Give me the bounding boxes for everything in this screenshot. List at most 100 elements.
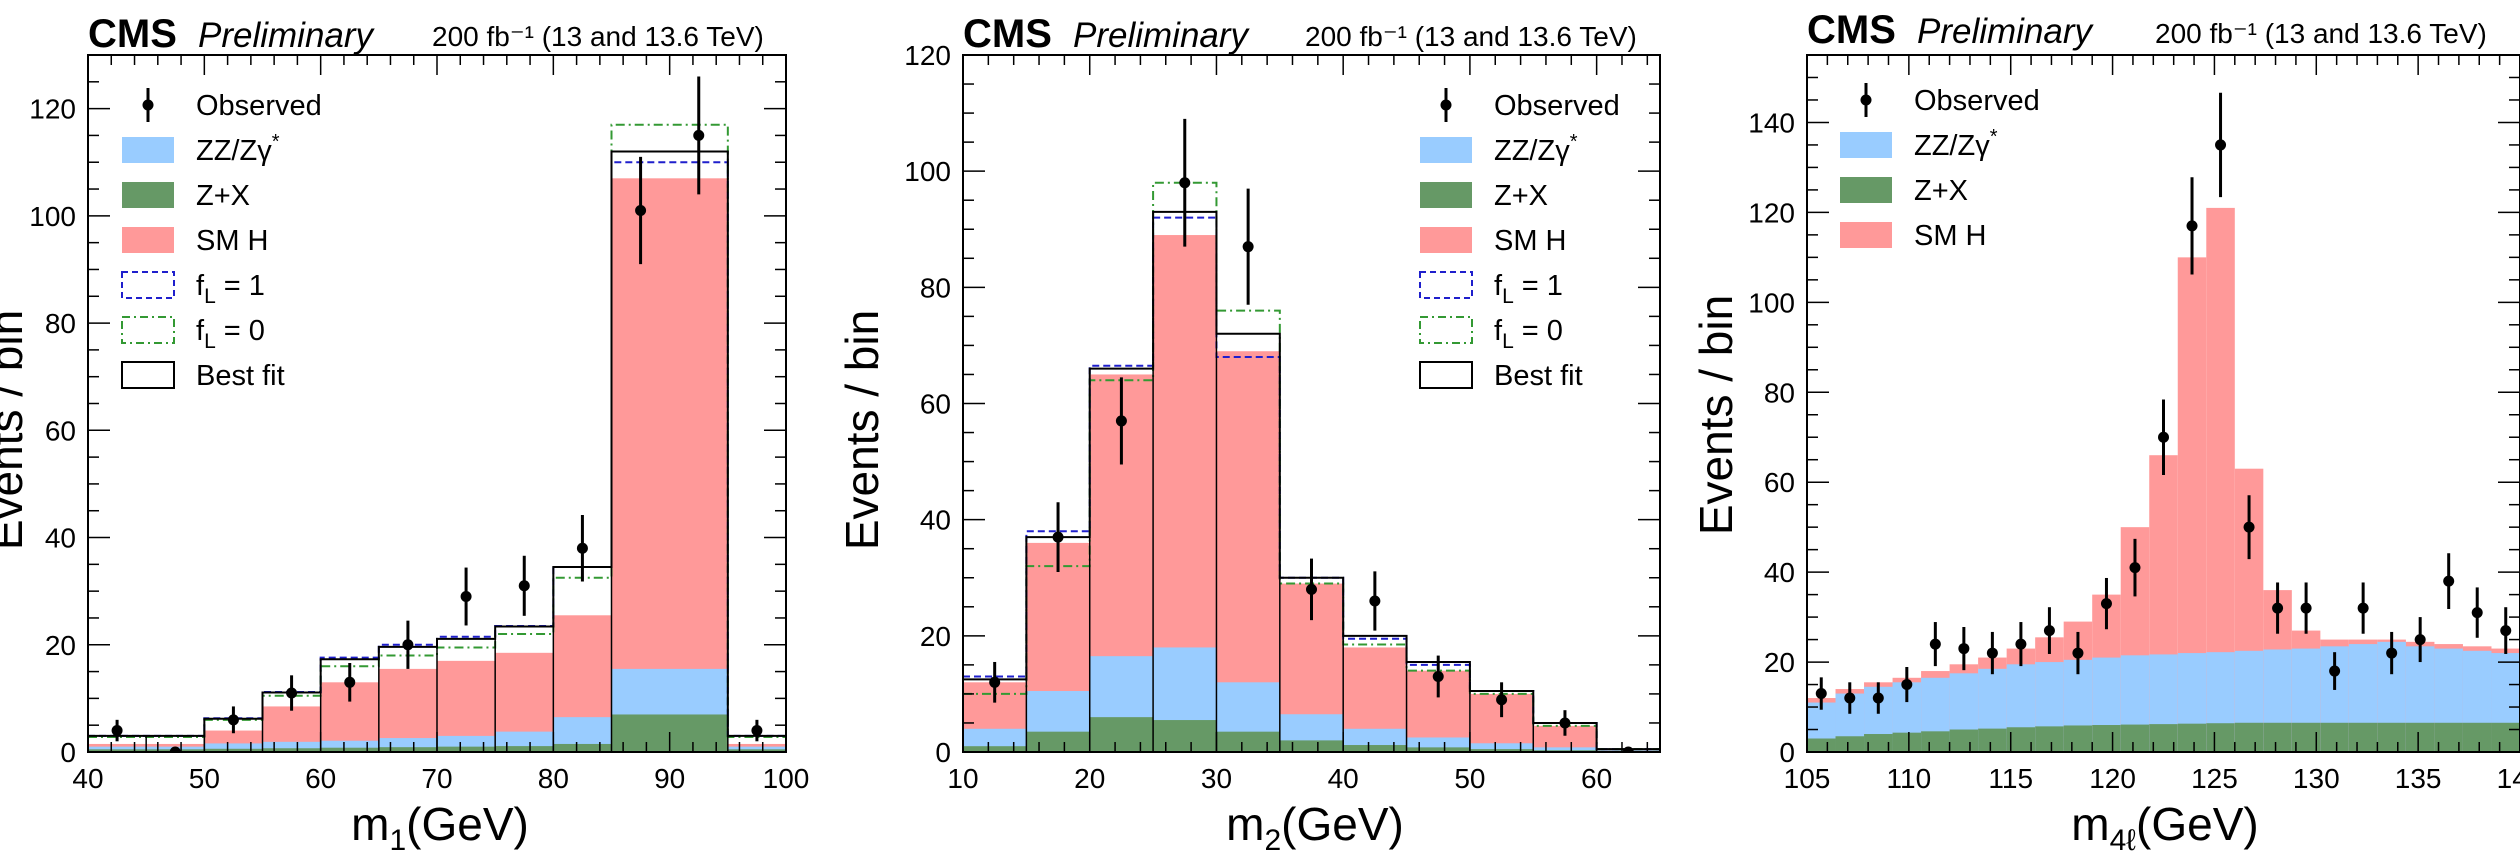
y-tick-label: 80 xyxy=(920,272,951,303)
observed-point xyxy=(2272,602,2284,614)
legend-fl1-rest: = 1 xyxy=(216,270,265,302)
smh-bar xyxy=(611,178,728,752)
y-tick-label: 100 xyxy=(1748,287,1795,318)
observed-point xyxy=(2215,139,2227,151)
observed-point xyxy=(518,580,530,592)
y-tick-label: 80 xyxy=(45,308,76,339)
plot-area: 40 50 60 70 80 90 100 0 20 40 60 80 100 120 xyxy=(29,54,809,794)
legend-smh-label: SM H xyxy=(1494,225,1567,257)
observed-point xyxy=(1432,670,1444,682)
y-tick-label: 20 xyxy=(920,621,951,652)
zx-bar xyxy=(2120,724,2150,752)
legend-smh-label: SM H xyxy=(1914,220,1987,252)
observed-point xyxy=(2072,647,2084,659)
plot-marks xyxy=(88,76,786,752)
legend-fl0-swatch xyxy=(1419,316,1473,344)
zx-bar xyxy=(2462,722,2492,752)
legend-zz-swatch xyxy=(122,137,174,163)
zx-bar xyxy=(963,746,1027,752)
observed-point xyxy=(111,725,123,737)
lumi-label: 200 fb⁻¹ (13 and 13.6 TeV) xyxy=(2155,18,2487,49)
legend-fl1-swatch xyxy=(121,271,175,299)
x-tick-label: 110 xyxy=(1887,763,1932,794)
legend-fl0-rest: = 0 xyxy=(1514,315,1563,347)
legend-fl1-label: fL = 1 xyxy=(1494,270,1563,308)
cms-label: CMS xyxy=(1807,8,1896,52)
zx-bar xyxy=(1978,728,2007,752)
y-tick-label: 140 xyxy=(1748,107,1795,138)
x-tick-label: 140 xyxy=(2497,763,2520,794)
zx-bar xyxy=(495,746,554,752)
x-tick-label: 20 xyxy=(1074,763,1105,794)
observed-point xyxy=(1496,694,1508,706)
legend-zz-swatch xyxy=(1840,132,1892,158)
observed-point xyxy=(1815,688,1827,700)
zx-bar xyxy=(437,746,496,752)
observed-point xyxy=(1115,415,1127,427)
observed-point xyxy=(2357,602,2369,614)
observed-point xyxy=(1844,692,1856,704)
cms-label: CMS xyxy=(963,12,1052,56)
y-tick-label: 0 xyxy=(935,737,951,768)
legend-fl1-sub: L xyxy=(1502,285,1514,308)
zx-bar xyxy=(320,747,379,752)
observed-point xyxy=(2300,602,2312,614)
x-tick-label: 130 xyxy=(2293,763,2340,794)
legend-observed-label: Observed xyxy=(1914,85,2040,117)
y-tick-label: 120 xyxy=(1748,197,1795,228)
observed-point xyxy=(2243,521,2255,533)
observed-point xyxy=(1559,717,1571,729)
zx-bar xyxy=(2405,722,2435,752)
observed-point xyxy=(1622,746,1634,752)
x-axis-label-sub: 2 xyxy=(1264,824,1281,857)
x-tick-label: 50 xyxy=(189,763,220,794)
zx-bar xyxy=(1153,720,1217,752)
observed-point xyxy=(2015,638,2027,650)
y-tick-label: 100 xyxy=(904,156,951,187)
y-tick-label: 120 xyxy=(904,40,951,71)
legend-observed-label: Observed xyxy=(1494,90,1620,122)
observed-point xyxy=(693,129,705,141)
zx-bar xyxy=(1835,736,1865,752)
plot-marks xyxy=(963,118,1660,752)
legend-zx-swatch xyxy=(1840,177,1892,203)
preliminary-label: Preliminary xyxy=(198,16,376,55)
legend-fl1-rest: = 1 xyxy=(1514,270,1563,302)
legend-observed-marker xyxy=(1440,99,1452,111)
x-axis-label-unit: (GeV) xyxy=(406,798,529,850)
zx-bar xyxy=(204,748,263,752)
y-tick-label: 80 xyxy=(1764,377,1795,408)
observed-point xyxy=(1901,679,1913,691)
legend-zz-swatch xyxy=(1420,137,1472,163)
x-tick-label: 105 xyxy=(1784,763,1831,794)
observed-point xyxy=(2414,634,2426,646)
legend-fl1-label: fL = 1 xyxy=(196,270,265,308)
legend-zz-sup: * xyxy=(1990,126,1998,148)
observed-point xyxy=(2386,647,2398,659)
x-tick-label: 80 xyxy=(538,763,569,794)
zx-bar xyxy=(1406,747,1470,752)
observed-point xyxy=(1052,531,1064,543)
observed-point xyxy=(2500,625,2512,637)
x-axis-label-sub: 1 xyxy=(389,824,406,857)
zx-bar xyxy=(2092,725,2121,752)
x-tick-label: 40 xyxy=(72,763,103,794)
legend-fl0-label: fL = 0 xyxy=(196,315,265,353)
plot-marks xyxy=(1807,92,2520,752)
observed-point xyxy=(1242,241,1254,253)
x-axis-label: m2(GeV) xyxy=(1226,798,1404,857)
x-tick-label: 90 xyxy=(654,763,685,794)
legend-best-label: Best fit xyxy=(196,360,285,392)
observed-point xyxy=(286,687,298,699)
zx-bar xyxy=(1807,738,1836,752)
observed-point xyxy=(2471,607,2483,619)
zx-bar xyxy=(2177,723,2207,752)
cms-label: CMS xyxy=(88,12,177,56)
legend-zx-label: Z+X xyxy=(1914,175,1968,207)
plot-area: 10 20 30 40 50 60 0 20 40 60 80 100 120 xyxy=(904,40,1661,794)
observed-point xyxy=(1958,643,1970,655)
legend-smh-swatch xyxy=(1840,222,1892,248)
zx-bar xyxy=(1343,745,1407,752)
legend-fl0-label: fL = 0 xyxy=(1494,315,1563,353)
